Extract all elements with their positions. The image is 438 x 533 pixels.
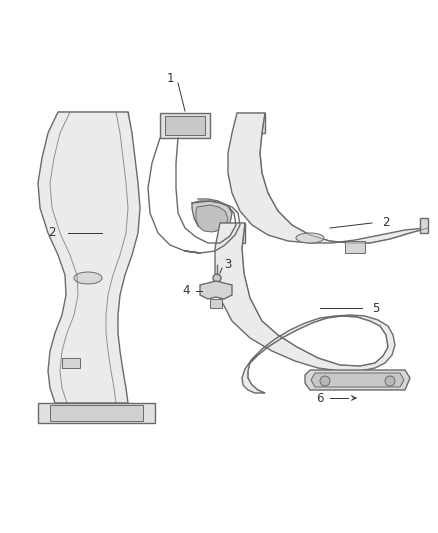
Polygon shape xyxy=(220,223,245,243)
Polygon shape xyxy=(165,116,205,135)
Circle shape xyxy=(385,376,395,386)
Polygon shape xyxy=(50,405,143,421)
Circle shape xyxy=(213,274,221,282)
Text: 5: 5 xyxy=(372,302,380,314)
Polygon shape xyxy=(305,370,410,390)
Circle shape xyxy=(320,376,330,386)
Polygon shape xyxy=(210,299,222,308)
Text: 2: 2 xyxy=(48,227,56,239)
Polygon shape xyxy=(160,113,210,138)
Text: 4: 4 xyxy=(182,285,190,297)
Polygon shape xyxy=(38,112,140,403)
Polygon shape xyxy=(215,223,395,393)
Polygon shape xyxy=(420,218,428,233)
Polygon shape xyxy=(196,205,228,232)
Polygon shape xyxy=(38,403,155,423)
Polygon shape xyxy=(192,201,232,231)
Polygon shape xyxy=(345,241,365,253)
Ellipse shape xyxy=(296,233,324,243)
Ellipse shape xyxy=(74,272,102,284)
Text: 3: 3 xyxy=(224,259,232,271)
Polygon shape xyxy=(225,225,241,241)
Text: 1: 1 xyxy=(166,71,174,85)
Text: 2: 2 xyxy=(382,216,390,230)
Polygon shape xyxy=(65,115,121,140)
Polygon shape xyxy=(311,373,404,387)
Polygon shape xyxy=(228,113,428,243)
Polygon shape xyxy=(58,112,128,145)
Text: 6: 6 xyxy=(316,392,324,405)
Polygon shape xyxy=(237,113,265,133)
Polygon shape xyxy=(62,358,80,368)
Polygon shape xyxy=(242,116,261,130)
Polygon shape xyxy=(200,281,232,299)
